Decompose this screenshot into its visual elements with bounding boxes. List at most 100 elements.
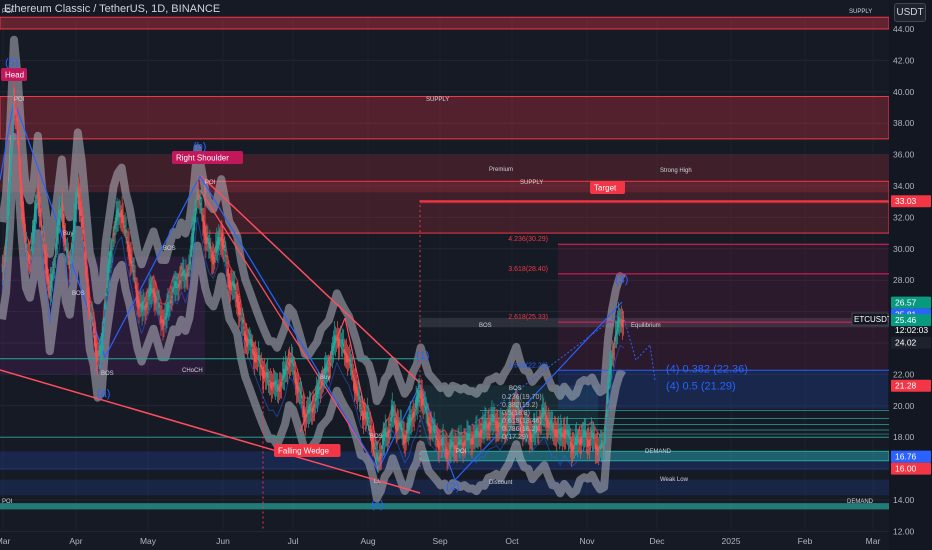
candle <box>209 243 211 249</box>
candle <box>343 348 346 353</box>
candle <box>527 429 529 431</box>
candle <box>24 237 27 243</box>
candle <box>112 239 114 241</box>
candle <box>133 270 135 273</box>
candle <box>175 281 177 289</box>
candle <box>151 288 153 292</box>
candle <box>394 417 396 424</box>
candle <box>102 326 104 338</box>
candle <box>7 193 10 218</box>
candle <box>224 248 226 251</box>
candle <box>319 386 322 390</box>
price-tick: 14.00 <box>893 495 915 505</box>
candles <box>1 86 625 473</box>
candle <box>297 386 300 392</box>
candle <box>16 128 19 134</box>
candle <box>553 429 555 431</box>
candle <box>443 443 445 446</box>
candle <box>239 307 241 316</box>
currency-button[interactable]: USDT <box>894 3 926 22</box>
wave-5-label: (5) <box>5 57 18 69</box>
candle <box>223 244 225 249</box>
candle <box>384 428 386 438</box>
wave-a-label: (a) <box>97 388 110 400</box>
time-axis[interactable]: Mar Apr May Jun Jul Aug Sep Oct Nov Dec 2025 Feb Mar <box>0 536 880 546</box>
candle <box>118 212 120 216</box>
candle <box>158 303 160 308</box>
candle <box>90 313 92 316</box>
target-badge-text: Target <box>594 184 617 193</box>
candle <box>86 276 88 295</box>
candle <box>510 412 512 418</box>
candle <box>250 339 252 345</box>
candle <box>475 429 477 438</box>
candle <box>123 221 125 223</box>
candle <box>218 237 220 245</box>
candle <box>206 237 208 242</box>
candle <box>449 443 451 451</box>
candle <box>211 252 213 261</box>
candle <box>135 284 137 293</box>
candle <box>323 367 326 377</box>
candle <box>402 433 404 438</box>
candle <box>534 423 536 434</box>
candle <box>465 439 467 441</box>
candle <box>134 278 136 280</box>
candle <box>282 368 285 379</box>
price-tick: 34.00 <box>893 181 915 191</box>
time-tick: 2025 <box>722 536 741 546</box>
candle <box>15 118 18 121</box>
candle <box>376 452 378 461</box>
candle <box>531 435 533 439</box>
candle <box>598 445 601 449</box>
candle <box>386 433 388 438</box>
candle <box>165 312 167 320</box>
candle <box>339 340 342 342</box>
candle <box>493 415 495 422</box>
candle <box>250 344 253 347</box>
candle <box>229 280 231 290</box>
candle <box>548 421 550 429</box>
candle <box>512 413 514 417</box>
candle <box>567 431 570 438</box>
candle <box>533 427 535 436</box>
candle <box>122 215 124 224</box>
candle <box>422 397 424 406</box>
candle <box>620 319 623 326</box>
candle <box>346 354 349 363</box>
candle <box>369 425 372 433</box>
candle <box>497 423 499 432</box>
candle <box>387 431 389 437</box>
demand-zone-bottom <box>0 503 889 510</box>
candle <box>226 262 228 264</box>
candle <box>483 421 485 430</box>
chart-title[interactable]: Ethereum Classic / TetherUS, 1D, BINANCE <box>4 3 221 15</box>
candle <box>505 423 507 431</box>
candle <box>373 443 376 447</box>
time-tick: Nov <box>579 536 595 546</box>
candle <box>398 424 400 426</box>
candle <box>569 441 572 448</box>
supply-label-mid: SUPPLY <box>426 97 449 103</box>
wedge-lower-line <box>0 369 421 494</box>
candle <box>21 201 24 220</box>
candle <box>408 418 410 430</box>
candle <box>523 427 525 429</box>
price-label-text: 24.02 <box>895 338 917 348</box>
candle <box>602 446 605 449</box>
price-label-text: 26.57 <box>895 298 917 308</box>
candle <box>488 421 490 430</box>
candle <box>419 394 421 396</box>
candle <box>360 407 363 409</box>
time-tick: Dec <box>649 536 665 546</box>
candle <box>311 407 314 414</box>
candle <box>262 370 265 380</box>
candle <box>19 170 22 194</box>
price-axis[interactable]: 44.00 42.00 40.00 38.00 36.00 34.00 32.00 30.00… <box>889 0 932 550</box>
candle <box>336 335 339 342</box>
candle <box>308 403 311 414</box>
candle <box>255 356 258 358</box>
candle <box>561 432 563 436</box>
candle <box>147 298 149 300</box>
